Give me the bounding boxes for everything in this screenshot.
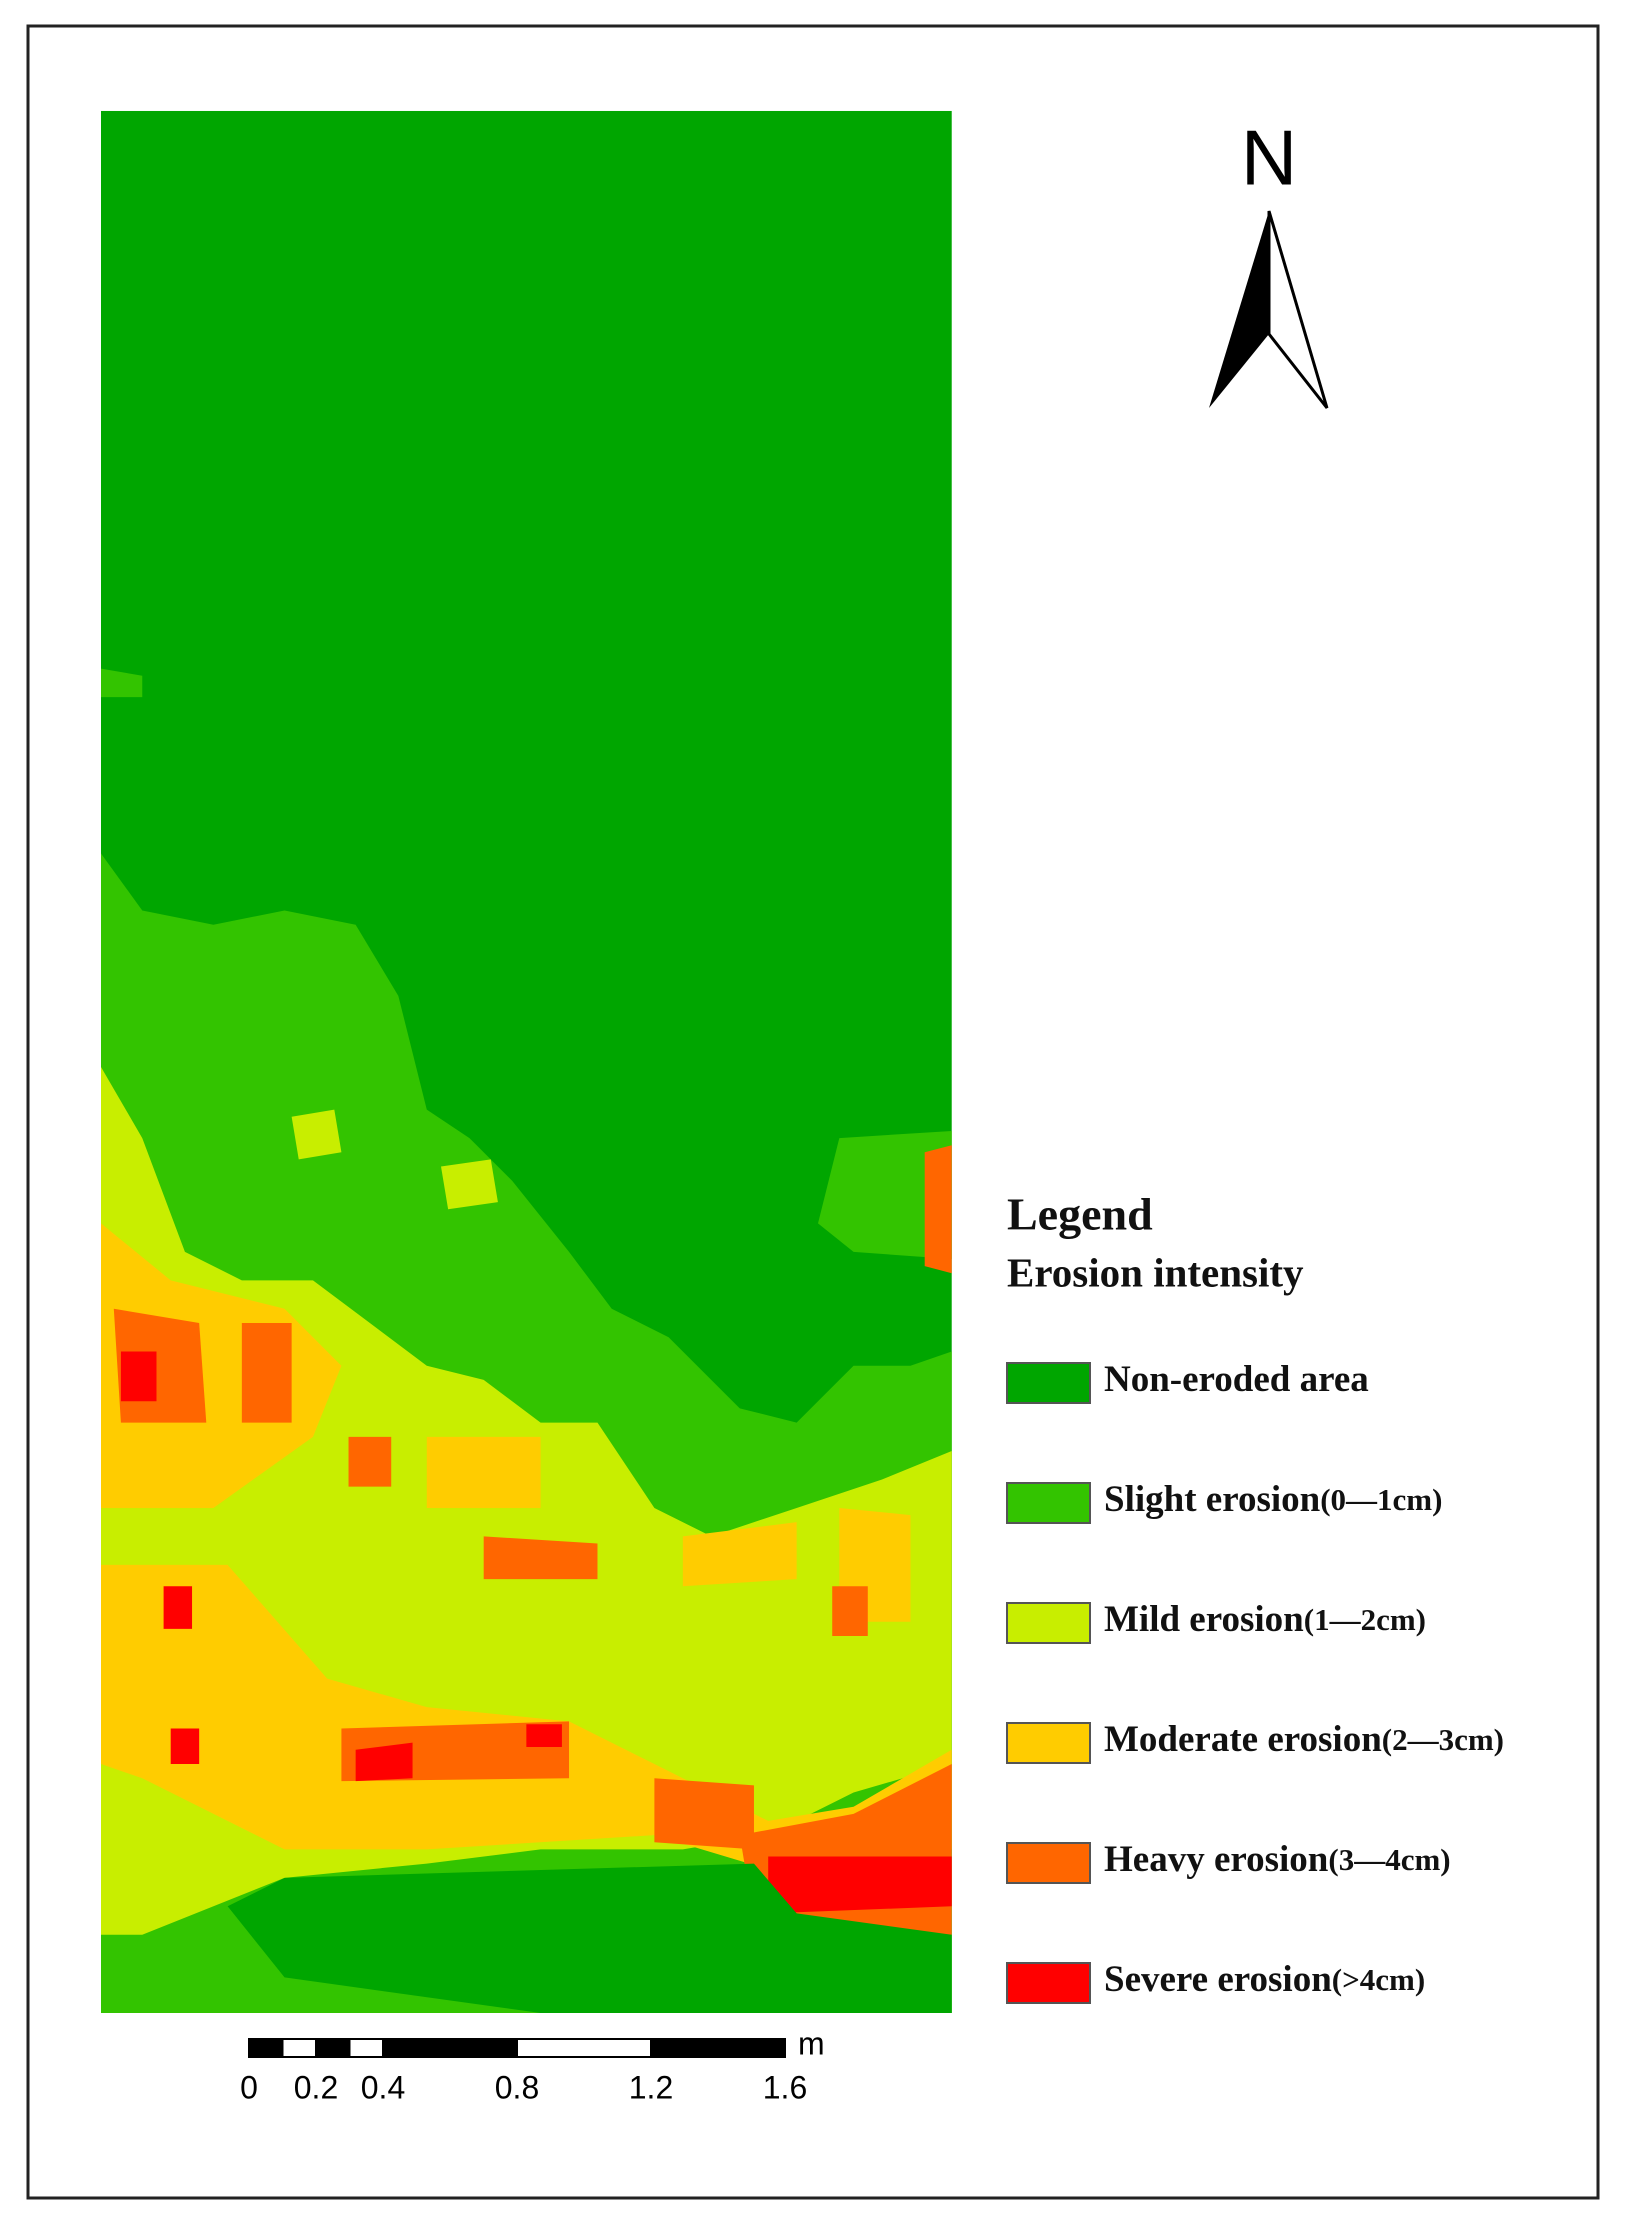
erosion-zone: [682, 1522, 797, 1587]
erosion-zone: [426, 1436, 541, 1508]
erosion-zone: [483, 1536, 598, 1580]
legend-range: (0—1cm): [1320, 1482, 1442, 1517]
erosion-zone: [120, 1351, 157, 1402]
erosion-zone: [768, 1856, 952, 1914]
scale-segment: [382, 2038, 518, 2058]
scale-segment: [650, 2038, 786, 2058]
scale-segment: [315, 2038, 351, 2058]
legend-name: Slight erosion: [1104, 1479, 1321, 1520]
legend-swatch: [1006, 1962, 1091, 2004]
erosion-zone: [101, 1223, 342, 1508]
scale-label: 0: [240, 2069, 258, 2105]
erosion-zone: [654, 1778, 754, 1850]
erosion-zone: [163, 1586, 193, 1629]
scale-segment: [248, 2038, 284, 2058]
erosion-zone: [355, 1742, 413, 1782]
erosion-raster: [101, 110, 952, 2013]
legend-swatch: [1006, 1602, 1091, 1644]
legend-label: Mild erosion(1—2cm): [1104, 1599, 1426, 1640]
legend-swatch: [1006, 1842, 1091, 1884]
scale-label: 0.2: [294, 2069, 338, 2105]
scale-label: 1.6: [763, 2069, 807, 2105]
erosion-zone: [101, 668, 143, 698]
erosion-zone: [291, 1109, 342, 1160]
legend-swatch: [1006, 1482, 1091, 1524]
legend: Non-eroded area Slight erosion(0—1cm) Mild…: [1006, 1359, 1504, 2004]
erosion-zone: [832, 1586, 868, 1636]
erosion-zone: [526, 1724, 562, 1747]
legend-name: Moderate erosion: [1104, 1719, 1382, 1760]
legend-name: Mild erosion: [1104, 1599, 1304, 1640]
legend-label: Moderate erosion(2—3cm): [1104, 1719, 1504, 1760]
erosion-zone: [441, 1159, 498, 1210]
scale-segment: [516, 2038, 652, 2058]
legend-range: (3—4cm): [1328, 1842, 1450, 1877]
scale-label: 0.4: [361, 2069, 405, 2105]
legend-label: Non-eroded area: [1104, 1359, 1369, 1400]
scale-segment: [281, 2038, 317, 2058]
legend-swatch: [1006, 1362, 1091, 1404]
legend-label: Heavy erosion(3—4cm): [1104, 1839, 1451, 1880]
legend-name: Non-eroded area: [1104, 1359, 1369, 1400]
legend-title: Legend: [1007, 1189, 1153, 1240]
erosion-zone: [241, 1323, 292, 1423]
north-label: N: [1241, 114, 1297, 202]
scale-bar: 0 0.2 0.4 0.8 1.2 1.6 m: [240, 2025, 825, 2105]
erosion-zone: [227, 1863, 952, 2013]
legend-label: Severe erosion(>4cm): [1104, 1959, 1425, 2000]
erosion-zone: [101, 1564, 952, 1878]
legend-label: Slight erosion(0—1cm): [1104, 1479, 1442, 1520]
scale-label: 0.8: [495, 2069, 539, 2105]
erosion-zone: [348, 1436, 392, 1487]
scale-label: 1.2: [629, 2069, 673, 2105]
legend-range: (1—2cm): [1304, 1602, 1426, 1637]
scale-segment: [348, 2038, 384, 2058]
legend-subtitle: Erosion intensity: [1007, 1249, 1304, 1295]
erosion-zone: [817, 1130, 952, 1260]
legend-swatch: [1006, 1722, 1091, 1764]
legend-name: Severe erosion: [1104, 1959, 1332, 2000]
erosion-zone: [170, 1728, 200, 1765]
legend-range: (2—3cm): [1382, 1722, 1504, 1757]
north-arrow-left: [1209, 211, 1269, 408]
erosion-zone: [924, 1145, 952, 1274]
legend-range: (>4cm): [1332, 1962, 1425, 1997]
scale-unit: m: [798, 2025, 825, 2061]
legend-name: Heavy erosion: [1104, 1839, 1329, 1880]
north-arrow-right: [1267, 210, 1329, 409]
